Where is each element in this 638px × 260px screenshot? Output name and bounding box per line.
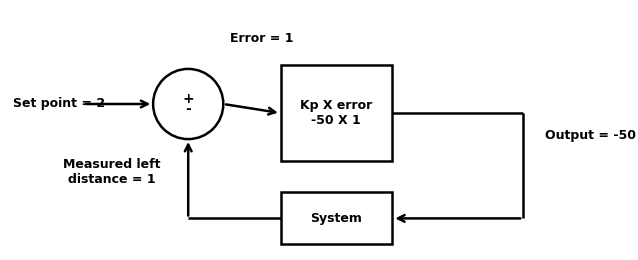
Text: System: System [310, 212, 362, 225]
Text: Output = -50: Output = -50 [545, 129, 637, 142]
Text: Measured left
distance = 1: Measured left distance = 1 [63, 158, 160, 186]
Text: Set point = 2: Set point = 2 [13, 98, 105, 110]
Text: +: + [182, 92, 194, 106]
Bar [281, 65, 392, 161]
Bar [281, 192, 392, 244]
Text: Error = 1: Error = 1 [230, 32, 293, 46]
Text: -: - [185, 102, 191, 116]
Text: Kp X error
-50 X 1: Kp X error -50 X 1 [300, 99, 373, 127]
